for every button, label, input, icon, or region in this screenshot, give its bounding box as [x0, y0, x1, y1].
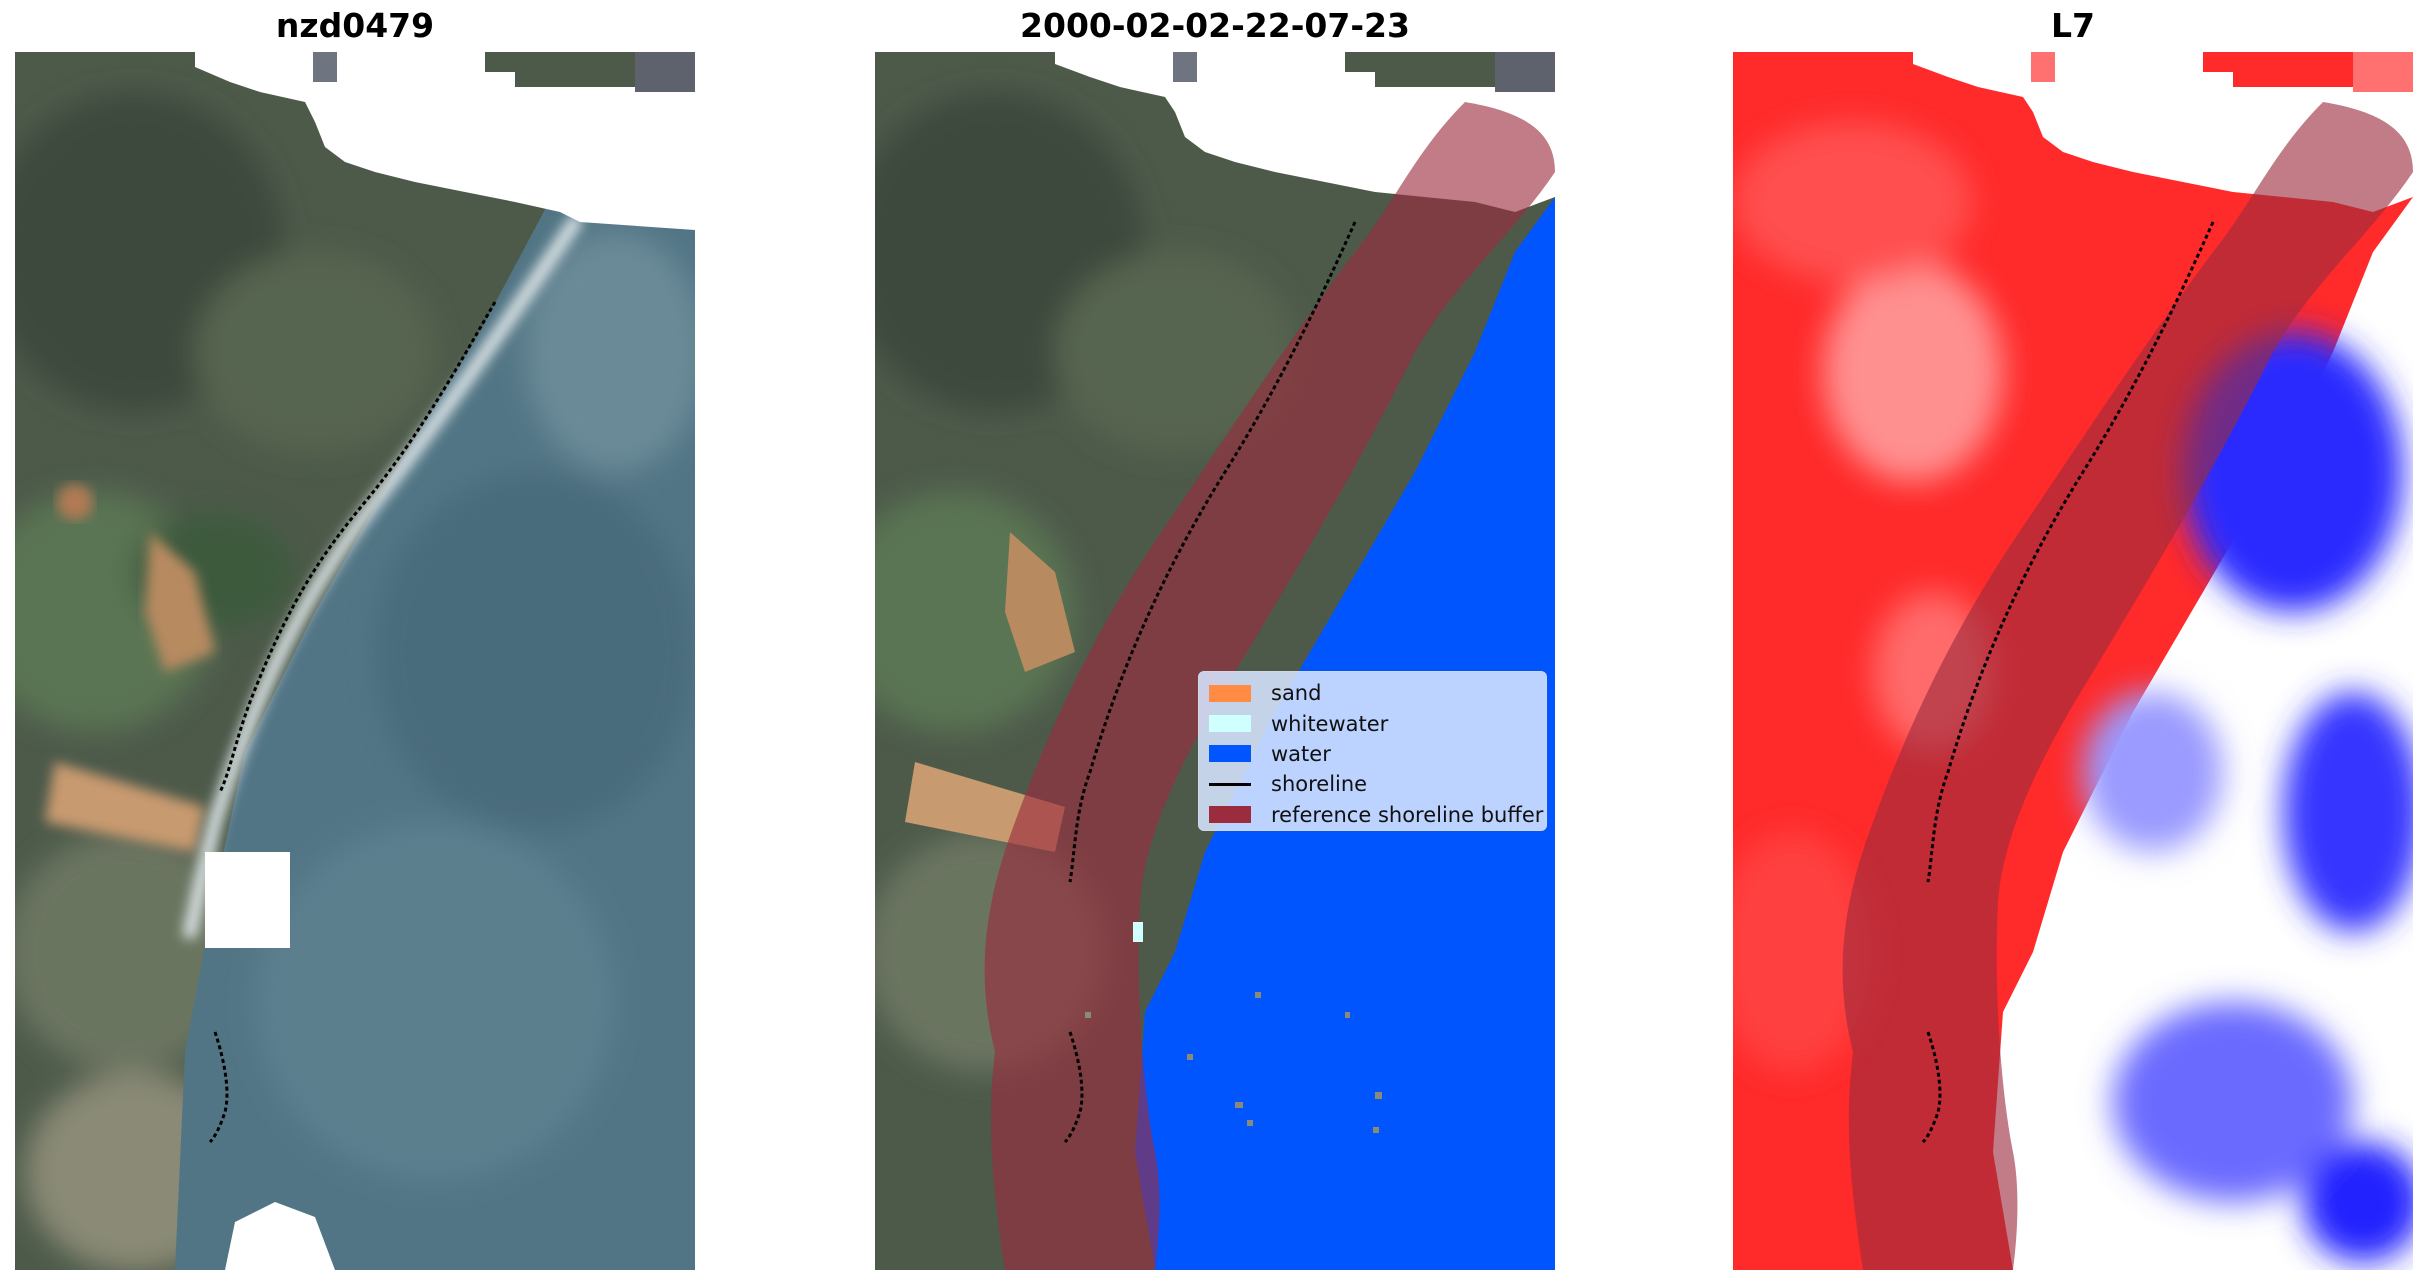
legend-item-water: water: [1209, 739, 1536, 769]
legend-item-shoreline: shoreline: [1209, 769, 1536, 799]
shoreline-swatch: [1209, 782, 1251, 786]
legend-label: reference shoreline buffer: [1271, 802, 1544, 827]
classified-image: [875, 52, 1555, 1270]
whitewater-swatch: [1209, 715, 1251, 733]
index-image: [1733, 52, 2413, 1270]
rgb-satellite-image: [15, 52, 695, 1270]
shoreline-line: [1068, 221, 1357, 883]
rgb-image-panel: [15, 52, 695, 1270]
classified-image-panel: [875, 52, 1555, 1270]
reference-shoreline-buffer: [984, 102, 1555, 1270]
legend-label: shoreline: [1271, 772, 1368, 797]
panel-title-rgb: nzd0479: [275, 6, 435, 45]
index-image-panel: [1733, 52, 2413, 1270]
buffer-swatch: [1209, 806, 1251, 824]
sand-swatch: [1209, 684, 1251, 702]
panel-title-classified: 2000-02-02-22-07-23: [1020, 6, 1410, 45]
legend-item-whitewater: whitewater: [1209, 708, 1536, 738]
legend-item-buffer: reference shoreline buffer: [1209, 800, 1543, 830]
legend-label: sand: [1271, 681, 1322, 706]
water-swatch: [1209, 745, 1251, 763]
panel-title-index: L7: [2051, 6, 2095, 45]
legend: sand whitewater water shoreline referenc…: [1198, 671, 1547, 831]
legend-item-sand: sand: [1209, 678, 1536, 708]
legend-label: whitewater: [1271, 711, 1389, 736]
legend-label: water: [1271, 741, 1331, 766]
